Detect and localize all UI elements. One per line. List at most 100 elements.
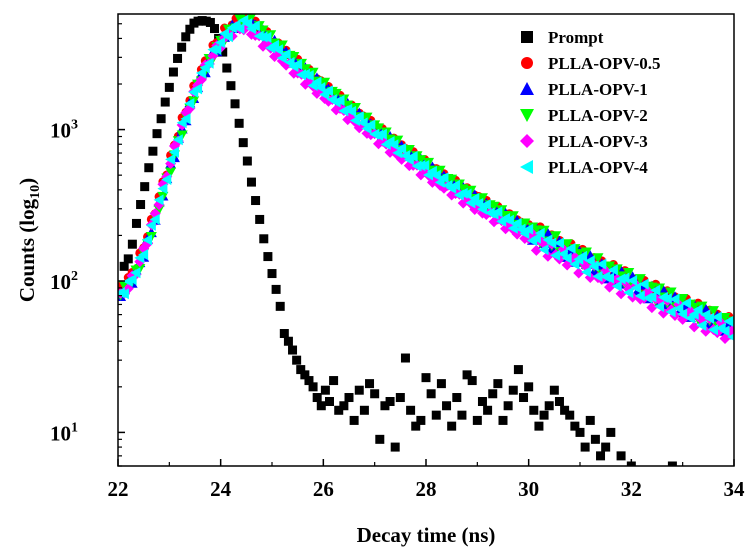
prompt-point [488, 389, 498, 399]
prompt-point [222, 63, 232, 73]
prompt-point [168, 67, 178, 77]
prompt-point [242, 156, 252, 166]
plla-opv-4-point [161, 173, 172, 185]
prompt-point [534, 421, 544, 431]
plla-opv-3-point [646, 302, 658, 314]
plla-opv-4-point [280, 48, 291, 60]
prompt-point [585, 415, 595, 425]
prompt-point [123, 254, 133, 264]
y-axis-label-subscript: 10 [28, 185, 43, 199]
plla-opv-4-point [153, 194, 164, 206]
plla-opv-4-point [303, 70, 314, 82]
prompt-point [279, 329, 289, 339]
plla-opv-2-point [247, 14, 256, 23]
prompt-point [288, 345, 298, 355]
plla-opv-3-point [615, 288, 627, 300]
plla-opv-4-point [334, 95, 345, 107]
plla-opv-4-point [607, 264, 618, 276]
plla-opv-4-point [569, 258, 580, 270]
prompt-point [457, 410, 467, 420]
prompt-point [416, 415, 426, 425]
prompt-point [148, 146, 158, 156]
plla-opv-4-point [461, 188, 472, 200]
prompt-point [140, 182, 150, 192]
prompt-point [283, 336, 293, 346]
prompt-point [426, 389, 436, 399]
prompt-point [575, 427, 585, 437]
plla-opv-4-point [457, 187, 468, 199]
plla-opv-2-point [665, 287, 677, 298]
prompt-point [308, 382, 318, 392]
prompt-point [131, 218, 141, 228]
prompt-point [431, 410, 441, 420]
prompt-point [312, 393, 322, 403]
prompt-point [296, 365, 306, 375]
plla-opv-4-point [145, 219, 156, 231]
prompt-point [616, 451, 626, 461]
plla-opv-2-point [288, 51, 300, 62]
series-layer [118, 14, 734, 466]
prompt-point [349, 415, 359, 425]
prompt-point [185, 24, 195, 34]
plla-opv-4-point [681, 297, 692, 309]
prompt-point [406, 405, 416, 415]
plla-opv-2-point [361, 112, 373, 123]
prompt-point [421, 373, 431, 383]
y-axis-label: Counts (log10) [15, 178, 43, 302]
plla-opv-4-point [315, 82, 326, 94]
plla-opv-2-point [415, 155, 427, 166]
prompt-point [304, 376, 314, 386]
plla-opv-2-point [257, 25, 269, 36]
legend-marker [521, 57, 533, 69]
plla-opv-4-point [654, 300, 665, 312]
prompt-point [395, 393, 405, 403]
prompt-point [447, 421, 457, 431]
plla-opv-4-point [673, 303, 684, 315]
plla-opv-4-point [534, 227, 545, 239]
plla-opv-4-point [619, 272, 630, 284]
prompt-point [271, 284, 281, 294]
plla-opv-3-point [657, 307, 669, 319]
prompt-point [275, 301, 285, 311]
plla-opv-4-point [165, 153, 176, 165]
plla-opv-4-point [184, 98, 195, 110]
plla-opv-4-point [419, 159, 430, 171]
x-tick-label: 34 [724, 477, 746, 501]
prompt-point [344, 393, 354, 403]
prompt-point [606, 427, 616, 437]
prompt-point [127, 239, 137, 249]
prompt-point [590, 434, 600, 444]
plla-opv-4-point [438, 172, 449, 184]
prompt-point [359, 405, 369, 415]
legend-label: PLLA-OPV-1 [548, 80, 648, 99]
plot-area: 22 24 26 28 30 32 34 101 102 103 [50, 13, 746, 501]
prompt-point [160, 97, 170, 107]
prompt-point [554, 397, 564, 407]
prompt-point [580, 442, 590, 452]
prompt-point [292, 355, 302, 365]
plla-opv-2-point [688, 302, 700, 313]
plla-opv-4-point [118, 288, 129, 300]
prompt-point [173, 53, 183, 63]
legend-marker [521, 31, 533, 43]
legend-label: PLLA-OPV-3 [548, 132, 648, 151]
plla-opv-2-point [457, 184, 469, 195]
plla-opv-4-point [530, 232, 541, 244]
plla-opv-4-point [604, 272, 615, 284]
prompt-point [320, 385, 330, 395]
prompt-point [238, 138, 248, 148]
plla-opv-4-point [723, 315, 734, 327]
plla-opv-4-point [538, 244, 549, 256]
prompt-point [339, 401, 349, 411]
x-tick-label: 22 [108, 477, 129, 501]
plla-opv-4-point [623, 287, 634, 299]
prompt-point [329, 376, 339, 386]
prompt-point [452, 393, 462, 403]
prompt-point [385, 397, 395, 407]
plla-opv-2-point [476, 193, 488, 204]
plla-opv-4-point [503, 214, 514, 226]
plla-opv-4-point [577, 250, 588, 262]
plla-opv-1-point [657, 284, 669, 295]
prompt-point [210, 24, 220, 34]
